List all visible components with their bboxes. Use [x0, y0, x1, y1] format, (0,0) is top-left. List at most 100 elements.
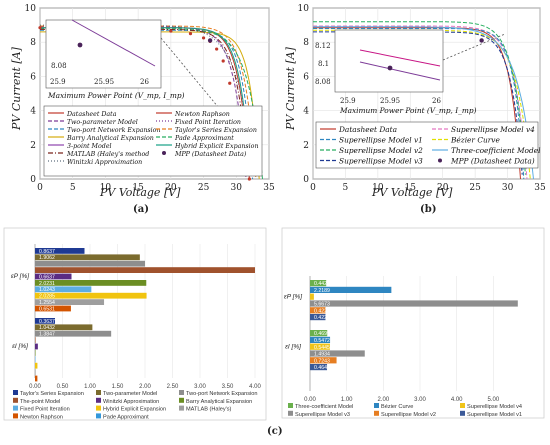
panel-b-inset-xtick-1: 25.9 [340, 97, 356, 105]
bar-value-label: 1.0432 [39, 325, 55, 331]
bar-legend-label: Superellipse Model v1 [467, 412, 522, 418]
panel-b-inset-mpp-point [387, 65, 393, 71]
bar-group-label: εI [%] [285, 343, 301, 350]
bar-value-label: 0.6531 [39, 306, 55, 312]
panel-b-legend-items: Datasheet Data Superellipse Model v4 Super… [320, 125, 541, 166]
bar-group-label: εP [%] [284, 293, 302, 300]
datasheet-point [38, 26, 42, 30]
panel-c-right-legend: Three-coefficient Model Bézier Curve Super… [288, 403, 522, 418]
x-tick-label: 20 [437, 183, 449, 193]
legend-label: Datasheet Data [66, 111, 117, 118]
bar [35, 318, 56, 324]
y-tick-label: 2 [303, 141, 309, 151]
panel-b-ylabel: PV Current [A] [284, 46, 297, 131]
panel-a-inset-xtick-1: 25.9 [50, 78, 66, 86]
datasheet-point [221, 59, 225, 63]
bar-x-tick: 1.50 [112, 384, 124, 390]
bar-value-label: 0.4226 [314, 308, 330, 314]
bar [35, 248, 85, 254]
bar-legend-swatch [13, 390, 18, 395]
bar-x-tick: 4.00 [249, 384, 261, 390]
bar [310, 357, 337, 364]
panel-c-left-legend: Taylor's Series Expansion Two-parameter M… [13, 390, 258, 420]
bar-value-label: 1.4934 [314, 352, 330, 358]
bar-legend-label: Pade Approximant [103, 414, 149, 420]
bar-legend-swatch [288, 410, 293, 416]
bar-legend-label: Three-coefficient Model [295, 404, 353, 410]
legend-label: Superellipse Model v4 [451, 125, 535, 134]
y-tick-label: 8 [30, 38, 36, 48]
bar-legend-swatch [374, 403, 379, 408]
legend-label: Superellipse Model v3 [339, 157, 423, 166]
bar [310, 280, 327, 287]
panel-b-legend [315, 121, 539, 169]
panel-b-inset-ytick-3: 8.08 [315, 78, 331, 86]
bar-legend-label: Superellipse Model v2 [381, 412, 436, 418]
bar-group-label: εI [%] [12, 343, 28, 350]
mpp-marker [479, 38, 484, 43]
bar-legend-swatch [96, 390, 101, 395]
datasheet-point [201, 36, 206, 40]
bar [35, 362, 38, 369]
panel-a-inset-title: Maximum Power Point (V_mp, I_mp) [47, 91, 185, 100]
x-tick-label: 35 [534, 183, 546, 193]
panel-a-ylabel: PV Current [A] [10, 46, 23, 131]
legend-label: Hybrid Explicit Expansion [174, 143, 259, 150]
bar-legend-swatch [179, 390, 184, 395]
bar [35, 375, 38, 382]
bar-x-tick: 1.00 [341, 397, 353, 403]
legend-label: 3-point Model [67, 143, 112, 150]
legend-label: Barry Analytical Expansion [66, 135, 154, 142]
legend-label: Datasheet Data [338, 125, 397, 134]
bar-x-tick: 1.00 [84, 384, 96, 390]
bar-legend-label: Hybrid Explicit Expansion [103, 407, 166, 413]
bar-value-label: 0.4221 [314, 315, 330, 321]
bar-x-tick: 0.00 [304, 397, 316, 403]
bar-legend-label: The-point Model [20, 399, 60, 405]
bar-value-label: 0.6637 [39, 274, 55, 280]
bar-legend-label: Two-port Network Expansion [186, 391, 258, 397]
bar [310, 286, 392, 293]
bar [35, 369, 36, 375]
bar-value-label: 0.0102 [39, 338, 55, 344]
x-tick-label: 15 [132, 183, 144, 193]
bar-x-tick: 0.50 [57, 384, 69, 390]
bar-value-label: 1.3847 [39, 332, 55, 338]
bar-value-label: 0.3637 [39, 319, 55, 325]
bar-x-tick: 0.00 [29, 384, 41, 390]
legend-label: Winitzki Approximation [67, 159, 142, 166]
panel-c-left: 0.00 0.50 1.00 1.50 2.00 2.50 3.00 3.50 4.00 0.86… [3, 227, 267, 421]
panel-a-ticks: 0 5 10 15 20 25 30 35 0 2 4 6 8 10 [25, 4, 275, 193]
bar [35, 305, 71, 312]
bar-value-label: 0.7243 [314, 358, 330, 364]
bar [35, 343, 38, 350]
bar-value-label: 0.8637 [39, 249, 55, 255]
panel-a-xlabel: PV Voltage [V] [99, 186, 181, 199]
bar-value-label: 2.0231 [39, 281, 55, 287]
bar-legend-swatch [96, 413, 101, 419]
datasheet-point [215, 47, 219, 51]
legend-label: Superellipse Model v2 [339, 146, 423, 155]
y-tick-label: 8 [303, 38, 309, 48]
bar-legend-swatch [460, 410, 465, 416]
panel-a-inset-xtick-3: 26 [140, 78, 149, 86]
legend-label: Fixed Point Iteration [174, 119, 241, 126]
legend-label: Three-coefficient Model [451, 146, 541, 155]
bar [35, 254, 140, 261]
bar-legend-swatch [13, 397, 18, 403]
panel-c-right: 0.00 1.00 2.00 3.00 4.00 5.00 0.44212.21890.10… [281, 227, 545, 419]
panel-b-inset-line-2 [359, 61, 441, 81]
legend-label: Bézier Curve [450, 136, 500, 145]
panel-c-right-frame [281, 227, 545, 419]
bar-legend-label: Superellipse Model v3 [295, 412, 350, 418]
panel-a-inset [45, 19, 162, 89]
legend-label: MATLAB (Haley's method [66, 151, 149, 158]
panel-b-inset-pointer [442, 33, 506, 61]
x-tick-label: 30 [502, 183, 514, 193]
bar-legend-label: Two-parameter Model [103, 391, 157, 397]
bar-value-label: 0.4421 [314, 281, 330, 287]
bar-value-label: 0.0431 [39, 376, 55, 382]
bar-legend-label: Barry Analytical Expansion [186, 399, 252, 405]
bar-value-label: 0.5445 [314, 345, 330, 351]
